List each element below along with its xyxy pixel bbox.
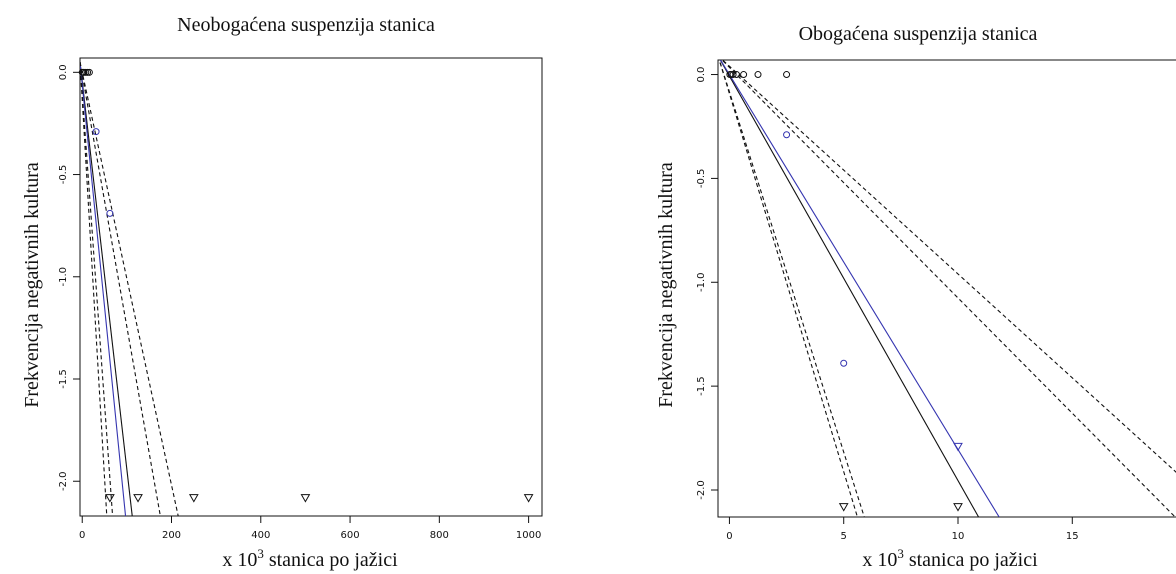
y-tick-label: -1.0 <box>696 273 707 293</box>
y-tick-label: -1.0 <box>58 267 69 287</box>
y-axis: 0.0 -0.5 -1.0 -1.5 -2.0 <box>696 67 718 500</box>
fit-line <box>719 60 1000 517</box>
confidence-line <box>721 60 1176 517</box>
data-point <box>783 71 791 79</box>
fit-lines <box>80 61 179 516</box>
fit-line <box>80 62 127 516</box>
data-point-triangle <box>523 494 534 503</box>
confidence-line <box>80 62 108 516</box>
plot-frame <box>79 57 543 517</box>
confidence-line <box>721 60 1176 473</box>
x-axis-label: x 103 stanica po jažici <box>222 546 398 571</box>
data-points <box>726 71 963 512</box>
data-point <box>733 71 741 79</box>
confidence-line <box>80 62 114 516</box>
y-tick-label: -0.5 <box>58 165 69 185</box>
y-axis-label: Frekvencija negativnih kultura <box>655 162 677 408</box>
y-axis: 0.0 -0.5 -1.0 -1.5 -2.0 <box>58 64 80 491</box>
fit-line <box>719 60 980 517</box>
data-point-triangle <box>953 503 963 512</box>
data-point <box>729 71 737 79</box>
data-point <box>92 128 100 136</box>
confidence-line <box>718 60 865 517</box>
x-axis: 05101520 <box>726 517 1079 542</box>
data-point-triangle <box>188 494 199 503</box>
data-point <box>783 131 791 139</box>
y-axis-label: Frekvencija negativnih kultura <box>21 162 43 408</box>
x-tick-label: 10 <box>952 531 965 542</box>
data-point-triangle <box>953 442 963 452</box>
y-tick-label: -1.5 <box>696 376 707 396</box>
chart-enriched: Obogaćena suspenzija stanica 05101520 0.… <box>655 23 1176 571</box>
data-point-triangle <box>838 503 849 512</box>
data-point <box>106 209 114 217</box>
data-point <box>740 71 748 79</box>
x-tick-label: 15 <box>1066 531 1079 542</box>
confidence-line <box>80 61 179 516</box>
x-tick-label: 200 <box>162 530 181 541</box>
x-axis-label: x 103 stanica po jažici <box>862 546 1038 571</box>
x-tick-label: 800 <box>430 530 449 541</box>
data-point <box>840 359 848 367</box>
chart-title: Neobogaćena suspenzija stanica <box>177 14 435 36</box>
confidence-line <box>80 61 161 516</box>
y-tick-label: -2.0 <box>58 471 69 491</box>
y-tick-label: 0.0 <box>696 67 707 83</box>
x-tick-label: 400 <box>251 530 270 541</box>
confidence-line <box>718 60 858 517</box>
data-point <box>727 71 735 79</box>
y-tick-label: -2.0 <box>696 480 707 500</box>
x-axis: 0 200 400 600 800 1000 <box>79 516 541 541</box>
data-point-triangle <box>133 494 143 503</box>
y-tick-label: 0.0 <box>58 64 69 80</box>
data-point <box>754 71 762 79</box>
data-point <box>85 68 93 76</box>
fit-lines <box>718 60 1176 517</box>
x-tick-label: 0 <box>726 531 732 542</box>
x-tick-label: 600 <box>341 530 360 541</box>
y-tick-label: -1.5 <box>58 369 69 389</box>
data-point-triangle <box>105 494 115 503</box>
x-tick-label: 0 <box>79 530 85 541</box>
chart-unenriched: Neobogaćena suspenzija stanica 0 200 400 60… <box>21 14 543 571</box>
chart-title: Obogaćena suspenzija stanica <box>799 23 1038 45</box>
fit-line <box>80 62 133 516</box>
data-point-triangle <box>300 494 311 503</box>
y-tick-label: -0.5 <box>696 169 707 189</box>
x-tick-label: 5 <box>841 531 847 542</box>
data-points <box>78 68 534 503</box>
x-tick-label: 1000 <box>516 530 541 541</box>
plot-frame <box>717 59 1176 518</box>
